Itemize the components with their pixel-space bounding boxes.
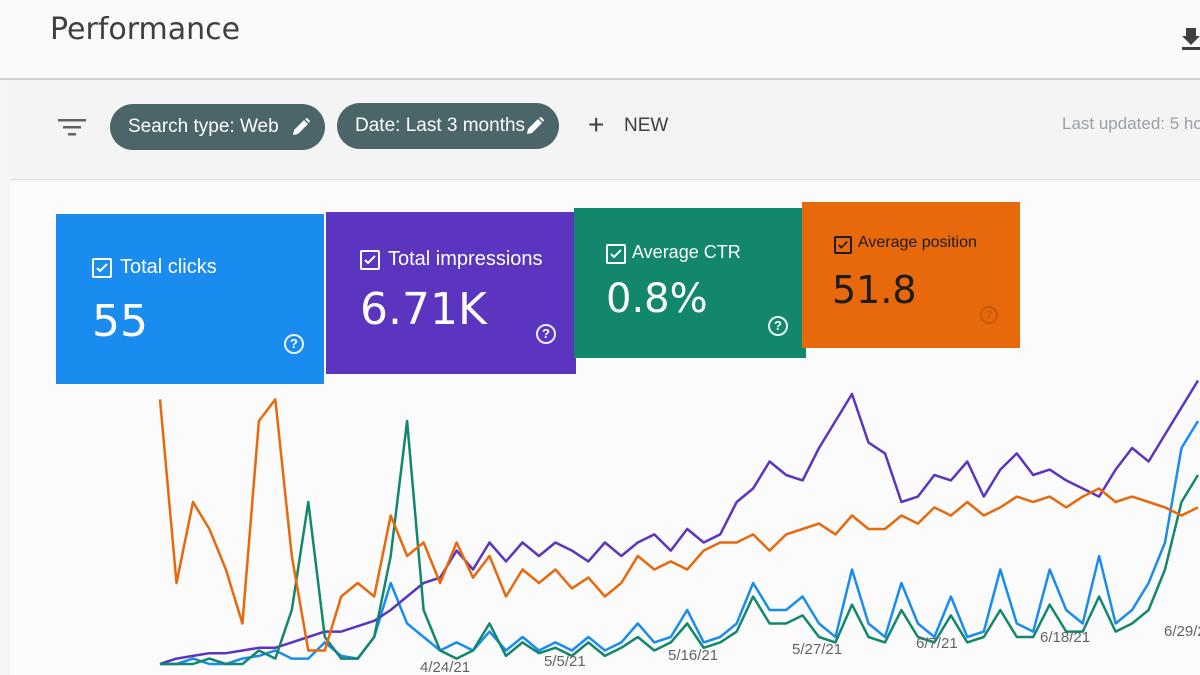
x-tick-label: 5/27/21 <box>792 641 842 658</box>
checkbox-checked-icon[interactable] <box>606 244 626 264</box>
date-chip[interactable]: Date: Last 3 months <box>337 103 559 149</box>
help-icon[interactable]: ? <box>284 334 304 354</box>
metric-label: Total clicks <box>120 256 217 278</box>
new-filter-button[interactable]: + NEW <box>588 110 668 142</box>
x-tick-label: 6/7/21 <box>916 635 958 652</box>
metric-label: Average position <box>858 234 977 251</box>
metric-value: 51.8 <box>832 268 917 312</box>
header-bar: Performance <box>0 0 1200 80</box>
performance-chart-svg: 4/24/21 5/5/21 5/16/21 5/27/21 6/7/21 6/18/21… <box>158 379 1200 675</box>
x-tick-label: 4/24/21 <box>420 659 470 675</box>
help-icon[interactable]: ? <box>980 306 998 324</box>
x-tick-label: 6/18/21 <box>1040 629 1090 646</box>
x-tick-label: 5/5/21 <box>544 653 586 670</box>
metric-card-average-position[interactable]: Average position 51.8 ? <box>802 202 1020 348</box>
checkbox-checked-icon[interactable] <box>834 236 852 254</box>
page-title: Performance <box>50 12 241 47</box>
help-icon[interactable]: ? <box>536 324 556 344</box>
series-line-average-ctr <box>160 419 1200 666</box>
plus-icon: + <box>588 109 605 140</box>
metric-label: Average CTR <box>632 242 741 262</box>
x-tick-label: 5/16/21 <box>668 647 718 664</box>
series-line-average-position <box>158 398 1199 652</box>
metric-card-total-clicks[interactable]: Total clicks 55 ? <box>56 214 324 384</box>
x-tick-label: 6/29/21 <box>1164 623 1200 640</box>
filter-bar: Search type: Web Date: Last 3 months + N… <box>10 82 1200 180</box>
series-line-total-clicks <box>160 420 1200 666</box>
metric-label: Total impressions <box>388 248 543 270</box>
performance-chart: 4/24/21 5/5/21 5/16/21 5/27/21 6/7/21 6/18/21… <box>10 182 1200 675</box>
metric-card-average-ctr[interactable]: Average CTR 0.8% ? <box>574 208 806 358</box>
metric-card-total-impressions[interactable]: Total impressions 6.71K ? <box>326 212 576 374</box>
new-filter-label: NEW <box>624 115 669 136</box>
metric-value: 0.8% <box>606 276 708 322</box>
metric-value: 55 <box>92 296 148 347</box>
pencil-icon <box>527 117 544 134</box>
checkbox-checked-icon[interactable] <box>92 258 112 278</box>
download-icon[interactable] <box>1182 26 1200 50</box>
search-type-chip[interactable]: Search type: Web <box>110 104 325 150</box>
help-icon[interactable]: ? <box>768 316 788 336</box>
performance-content: 4/24/21 5/5/21 5/16/21 5/27/21 6/7/21 6/18/21… <box>10 182 1200 675</box>
pencil-icon <box>293 118 310 135</box>
series-line-total-impressions <box>159 379 1200 666</box>
search-type-label: Search type: Web <box>128 116 279 137</box>
last-updated-text: Last updated: 5 ho <box>1062 114 1200 133</box>
metric-value: 6.71K <box>360 284 487 335</box>
checkbox-checked-icon[interactable] <box>360 250 380 270</box>
date-label: Date: Last 3 months <box>355 115 526 136</box>
filter-icon[interactable] <box>58 116 86 138</box>
